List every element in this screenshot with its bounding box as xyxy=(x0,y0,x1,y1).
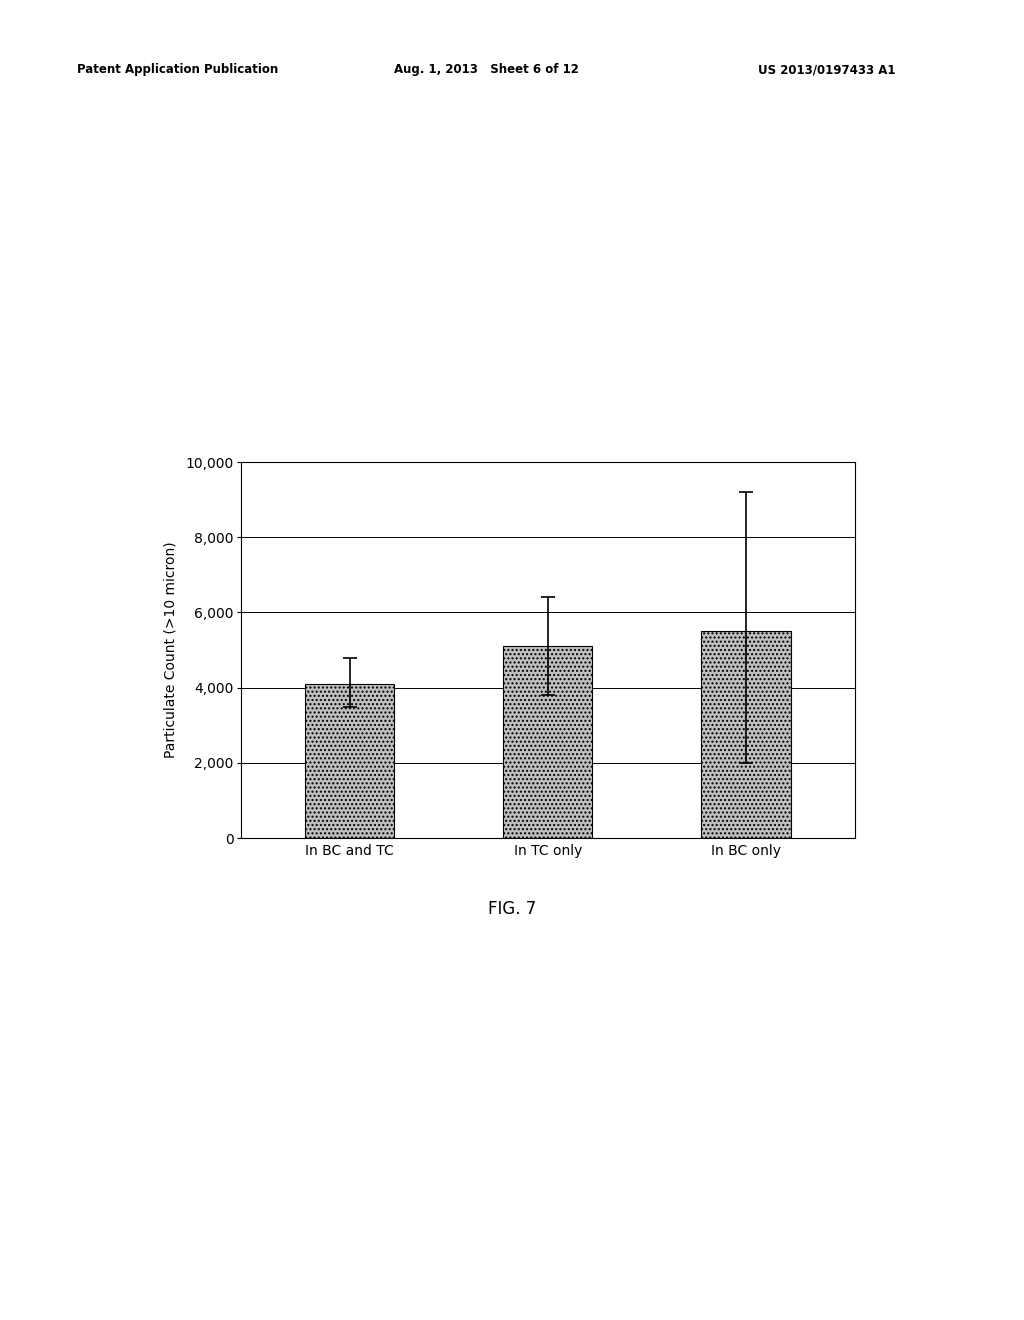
Text: US 2013/0197433 A1: US 2013/0197433 A1 xyxy=(758,63,895,77)
Bar xyxy=(503,647,593,838)
Text: Patent Application Publication: Patent Application Publication xyxy=(77,63,279,77)
Text: Aug. 1, 2013   Sheet 6 of 12: Aug. 1, 2013 Sheet 6 of 12 xyxy=(394,63,580,77)
Y-axis label: Particulate Count (>10 micron): Particulate Count (>10 micron) xyxy=(163,541,177,759)
Bar xyxy=(701,631,791,838)
Text: FIG. 7: FIG. 7 xyxy=(487,900,537,919)
Bar xyxy=(305,684,394,838)
